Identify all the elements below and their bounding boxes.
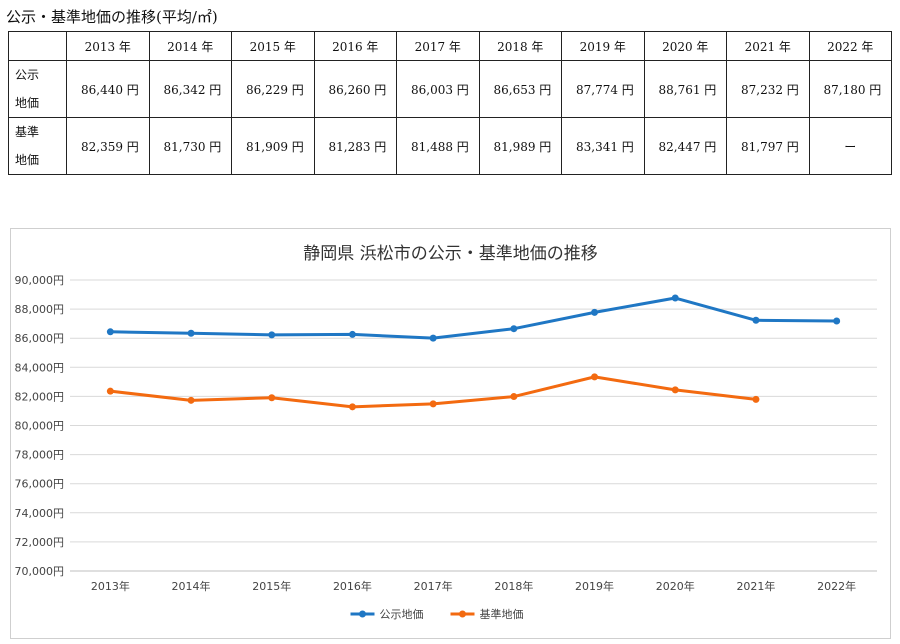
data-point <box>187 329 195 337</box>
table-header-row: 2013 年 2014 年 2015 年 2016 年 2017 年 2018 … <box>8 31 892 61</box>
data-point <box>671 294 679 302</box>
legend-swatch-marker <box>459 610 466 618</box>
table-header-cell: 2013 年 <box>66 31 150 61</box>
x-tick-label: 2018年 <box>494 579 533 593</box>
table-cell: 86,440 円 <box>66 60 150 118</box>
table-header-cell: 2016 年 <box>313 31 397 61</box>
y-tick-label: 72,000円 <box>15 536 65 549</box>
y-tick-label: 70,000円 <box>15 565 65 578</box>
data-point <box>106 387 114 395</box>
data-point <box>268 331 276 339</box>
table-header-cell: 2014 年 <box>148 31 232 61</box>
line-chart: 70,000円 72,000円 74,000円 76,000円 78,000円 80,00… <box>15 274 877 621</box>
y-tick-label: 88,000円 <box>15 303 65 316</box>
data-point <box>752 316 760 324</box>
table-header-cell: 2018 年 <box>478 31 562 61</box>
table-cell: 82,447 円 <box>643 117 727 175</box>
data-point <box>510 325 518 333</box>
data-point <box>429 400 437 408</box>
table-header-cell: 2015 年 <box>231 31 315 61</box>
table-cell: 87,180 円 <box>808 60 892 118</box>
legend-swatch-marker <box>359 610 366 618</box>
y-tick-label: 74,000円 <box>15 507 65 520</box>
chart-title: 静岡県 浜松市の公示・基準地価の推移 <box>303 244 598 264</box>
x-tick-label: 2021年 <box>736 579 775 593</box>
table-cell: 81,730 円 <box>148 117 232 175</box>
series-line <box>110 296 837 340</box>
data-point <box>268 394 276 402</box>
table-cell: 86,260 円 <box>313 60 397 118</box>
table-cell: 81,797 円 <box>726 117 810 175</box>
data-point <box>348 330 356 338</box>
data-point <box>106 328 114 336</box>
y-tick-label: 78,000円 <box>15 449 65 462</box>
table-header-cell: 2019 年 <box>561 31 645 61</box>
data-point <box>671 386 679 394</box>
table-header-cell: 2020 年 <box>643 31 727 61</box>
row-label-line1: 基準 <box>15 125 40 139</box>
x-tick-label: 2017年 <box>414 579 453 593</box>
row-label: 基準 地価 <box>8 117 67 175</box>
data-point <box>348 403 356 411</box>
table-cell: 88,761 円 <box>643 60 727 118</box>
y-tick-label: 86,000円 <box>15 332 65 345</box>
data-point <box>429 334 437 342</box>
data-point <box>187 396 195 404</box>
y-tick-label: 90,000円 <box>15 274 65 287</box>
y-tick-label: 84,000円 <box>15 361 65 374</box>
table-cell: 81,909 円 <box>231 117 315 175</box>
table-cell: 86,653 円 <box>478 60 562 118</box>
x-tick-label: 2013年 <box>91 579 130 593</box>
y-tick-label: 80,000円 <box>15 420 65 433</box>
legend-label: 基準地価 <box>480 607 524 621</box>
table-cell: ー <box>808 117 892 175</box>
price-table: 2013 年 2014 年 2015 年 2016 年 2017 年 2018 … <box>8 31 892 175</box>
table-header-cell: 2017 年 <box>396 31 480 61</box>
data-point <box>752 395 760 403</box>
table-header-cell: 2022 年 <box>808 31 892 61</box>
y-tick-label: 76,000円 <box>15 478 65 491</box>
data-point <box>833 317 841 325</box>
table-cell: 81,283 円 <box>313 117 397 175</box>
x-tick-label: 2020年 <box>656 579 695 593</box>
chart-container: 静岡県 浜松市の公示・基準地価の推移 70,000円 72,000円 74,000円… <box>10 228 891 639</box>
table-cell: 87,774 円 <box>561 60 645 118</box>
row-label-line2: 地価 <box>15 153 40 167</box>
y-tick-label: 82,000円 <box>15 390 65 403</box>
row-label-line2: 地価 <box>15 96 40 110</box>
legend-label: 公示地価 <box>380 608 424 621</box>
table-cell: 82,359 円 <box>66 117 150 175</box>
data-point <box>591 373 599 381</box>
page-title: 公示・基準地価の推移(平均/㎡) <box>6 8 218 26</box>
table-cell: 87,232 円 <box>726 60 810 118</box>
x-tick-label: 2015年 <box>252 579 291 593</box>
data-point <box>510 393 518 401</box>
table-header-cell <box>8 31 67 61</box>
x-tick-label: 2022年 <box>817 579 856 593</box>
data-point <box>591 308 599 316</box>
table-cell: 86,003 円 <box>396 60 480 118</box>
table-cell: 86,229 円 <box>231 60 315 118</box>
x-tick-label: 2016年 <box>333 579 372 593</box>
row-label-line1: 公示 <box>15 68 40 82</box>
x-tick-label: 2014年 <box>172 579 211 593</box>
table-cell: 86,342 円 <box>148 60 232 118</box>
x-tick-label: 2019年 <box>575 579 614 593</box>
table-cell: 81,488 円 <box>396 117 480 175</box>
table-cell: 81,989 円 <box>478 117 562 175</box>
table-header-cell: 2021 年 <box>726 31 810 61</box>
row-label: 公示 地価 <box>8 60 67 118</box>
table-cell: 83,341 円 <box>561 117 645 175</box>
